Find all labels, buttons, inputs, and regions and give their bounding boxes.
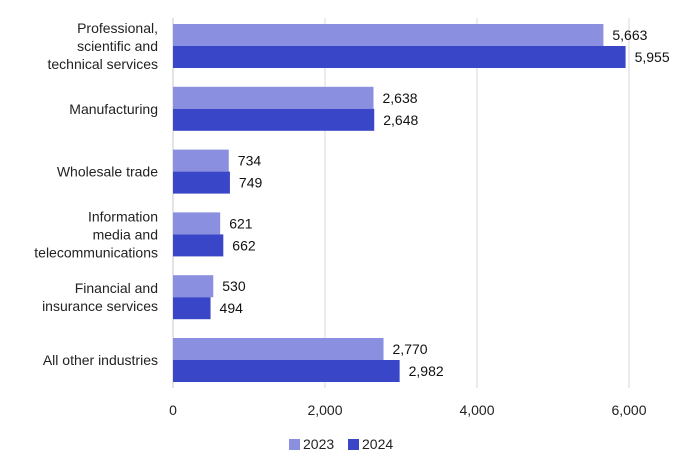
bar-2024-5: [173, 360, 400, 382]
bar-2024-1: [173, 108, 375, 131]
bar-2023-4: [173, 275, 214, 298]
legend: 2023 2024: [289, 436, 393, 452]
category-label-5: All other industries: [43, 352, 158, 368]
bar-2023-0: [173, 24, 604, 46]
value-label-2023-4: 530: [222, 278, 246, 294]
x-tick-label-3: 6,000: [611, 402, 646, 418]
value-label-2024-3: 662: [232, 237, 256, 253]
x-tick-label-1: 2,000: [307, 402, 342, 418]
category-label-2: Wholesale trade: [57, 164, 158, 180]
legend-label-2023: 2023: [303, 436, 334, 452]
bar-2023-2: [173, 149, 229, 172]
bar-2024-4: [173, 297, 211, 320]
legend-label-2024: 2024: [362, 436, 393, 452]
value-label-2024-5: 2,982: [409, 363, 444, 379]
bar-2024-3: [173, 234, 224, 257]
bar-2023-5: [173, 338, 384, 360]
bar-2023-3: [173, 212, 221, 235]
category-label-0: Professional, scientific and technical ser…: [48, 20, 159, 72]
bars: [173, 24, 626, 382]
value-label-2023-1: 2,638: [382, 90, 417, 106]
value-label-2023-5: 2,770: [393, 341, 428, 357]
grid-lines: [172, 18, 630, 388]
value-labels: 5,663 5,955 2,638 2,648 734 749 621 662 530 494 2,…: [220, 27, 670, 379]
category-labels: Professional, scientific and technical ser…: [34, 20, 158, 368]
legend-swatch-2023: [289, 439, 300, 450]
value-label-2023-3: 621: [229, 215, 253, 231]
x-tick-label-2: 4,000: [459, 402, 494, 418]
bar-2024-2: [173, 171, 230, 194]
legend-swatch-2024: [348, 439, 359, 450]
category-label-3: Information media and telecommunications: [34, 208, 158, 260]
value-label-2024-1: 2,648: [383, 112, 418, 128]
value-label-2024-4: 494: [220, 300, 244, 316]
category-label-1: Manufacturing: [69, 101, 158, 117]
category-label-4: Financial and insurance services: [42, 280, 158, 314]
value-label-2024-2: 749: [239, 175, 263, 191]
value-label-2023-2: 734: [238, 153, 262, 169]
bar-2024-0: [173, 46, 626, 68]
value-label-2024-0: 5,955: [635, 49, 670, 65]
x-tick-label-0: 0: [169, 402, 177, 418]
x-axis-ticks: 0 2,000 4,000 6,000: [169, 402, 647, 418]
bar-2023-1: [173, 86, 374, 109]
value-label-2023-0: 5,663: [612, 27, 647, 43]
